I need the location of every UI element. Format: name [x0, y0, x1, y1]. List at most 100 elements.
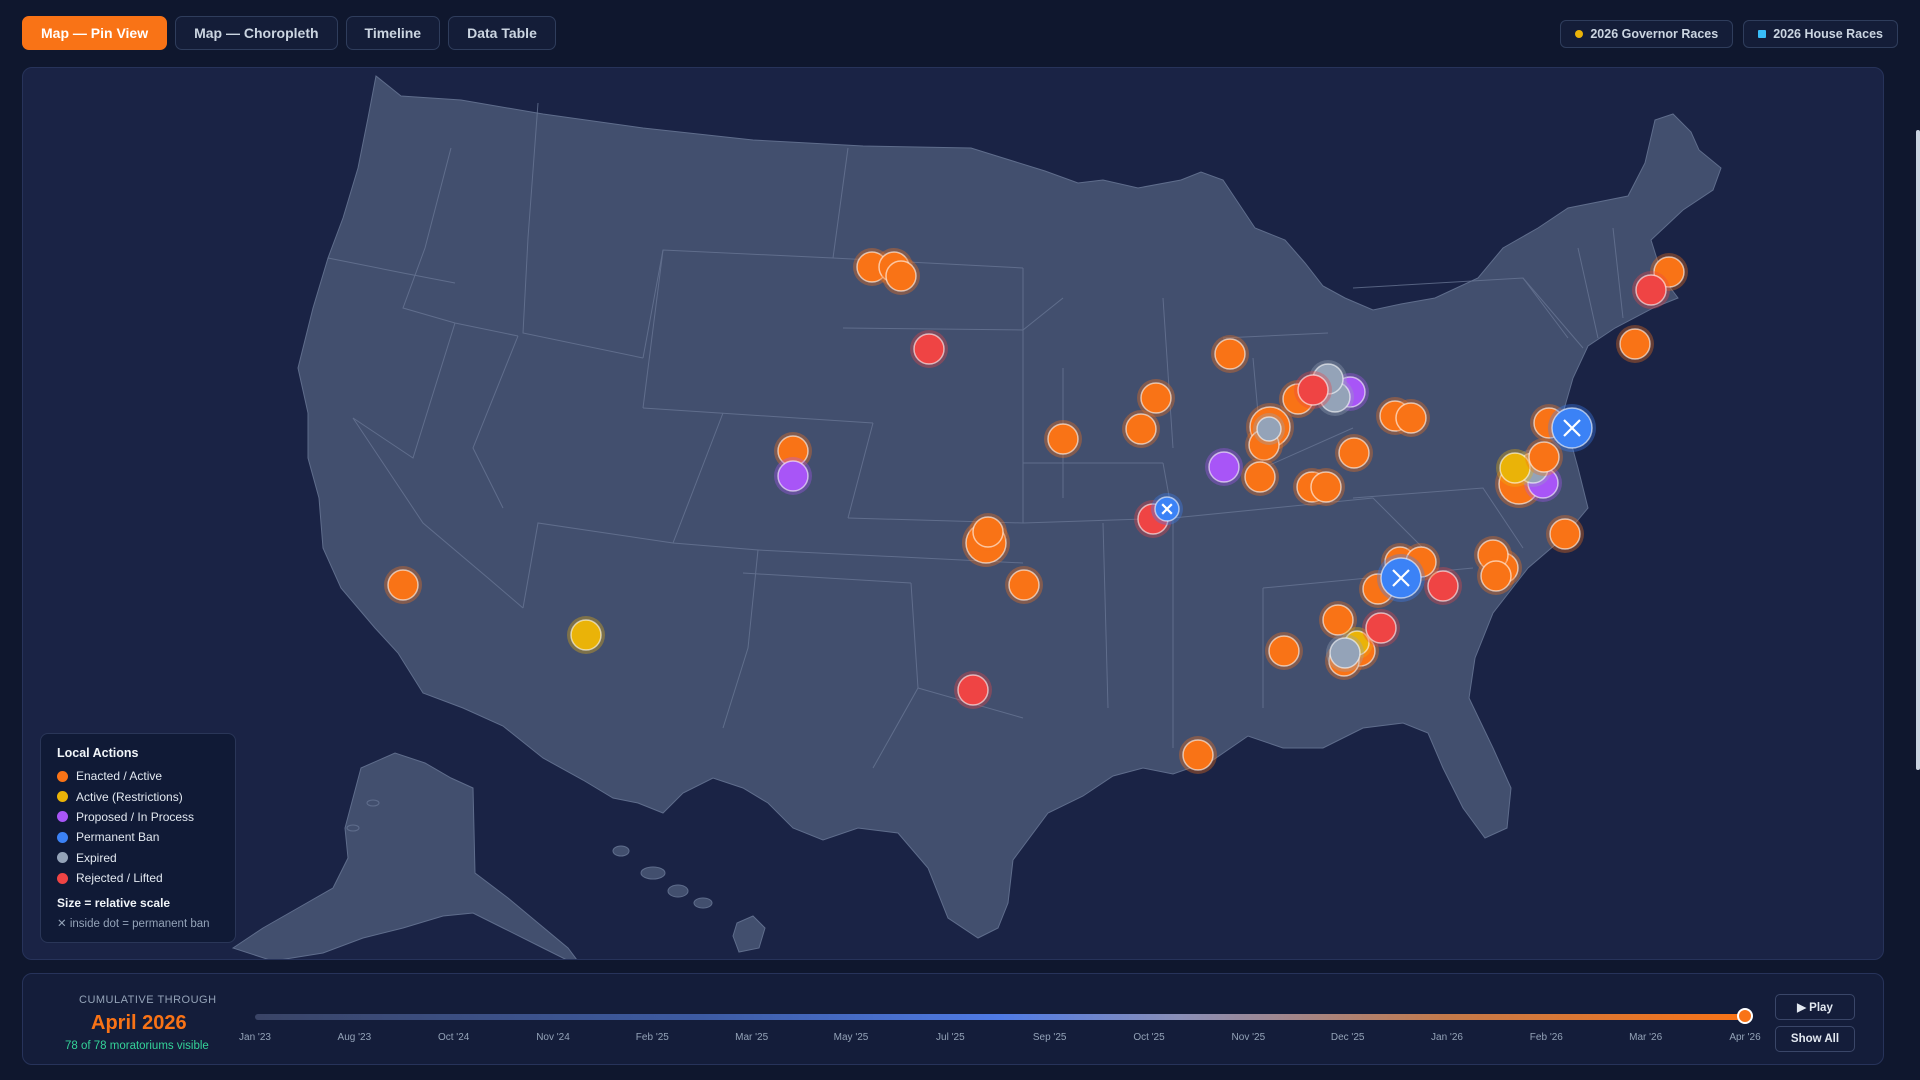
map-pin-enacted[interactable]	[1392, 399, 1430, 437]
legend-item-label: Proposed / In Process	[76, 809, 195, 824]
map-pin-rejected[interactable]	[1362, 609, 1400, 647]
legend-item-label: Expired	[76, 850, 117, 865]
permanent-ban-x-icon	[1563, 419, 1581, 437]
tab-map-choropleth[interactable]: Map — Choropleth	[175, 16, 338, 50]
permanent-ban-dot-icon	[57, 831, 68, 843]
us-map[interactable]	[23, 68, 1884, 960]
legend-item-enacted: Enacted / Active	[57, 766, 219, 786]
map-pin-rejected[interactable]	[1632, 271, 1670, 309]
timeline-ticks: Jan '23 Aug '23 Oct '24 Nov '24 Feb '25 Mar '…	[239, 1032, 1761, 1046]
map-pin-enacted[interactable]	[1005, 566, 1043, 604]
map-pin-enacted[interactable]	[1319, 601, 1357, 639]
permanent-ban-x-icon	[1161, 503, 1173, 515]
legend-item-rejected: Rejected / Lifted	[57, 868, 219, 888]
timeline-tick: Dec '25	[1330, 1032, 1365, 1043]
tab-data-table[interactable]: Data Table	[448, 16, 556, 50]
map-pin-enacted[interactable]	[1179, 736, 1217, 774]
map-pin-enacted[interactable]	[1241, 458, 1279, 496]
rejected-dot-icon	[57, 872, 68, 884]
map-panel[interactable]	[22, 67, 1884, 960]
map-pin-rejected[interactable]	[1424, 567, 1462, 605]
legend-title: Local Actions	[57, 746, 139, 760]
page-scrollbar[interactable]	[1916, 130, 1920, 770]
map-pin-dot	[1310, 471, 1342, 503]
map-pin-rejected[interactable]	[910, 330, 948, 368]
map-pin-expired[interactable]	[1253, 413, 1285, 445]
map-landmass	[231, 75, 1722, 959]
map-pin-dot	[1244, 461, 1276, 493]
map-pin-enacted[interactable]	[774, 432, 812, 470]
legend-item-proposed: Proposed / In Process	[57, 807, 219, 827]
map-pin-enacted[interactable]	[882, 257, 920, 295]
map-pin-enacted[interactable]	[1477, 557, 1515, 595]
timeline-tick: Nov '25	[1231, 1032, 1266, 1043]
timeline-tick: Jul '25	[936, 1032, 965, 1043]
map-pins[interactable]	[384, 248, 1688, 774]
map-pin-enacted[interactable]	[1335, 434, 1373, 472]
governor-races-dot-icon	[1575, 30, 1584, 38]
map-pin-dot	[1047, 423, 1079, 455]
map-pin-dot	[1338, 437, 1370, 469]
map-pin-enacted[interactable]	[1616, 325, 1654, 363]
tab-map-pin-view[interactable]: Map — Pin View	[22, 16, 168, 50]
show-all-button[interactable]: Show All	[1775, 1026, 1855, 1052]
map-pin-dot	[1125, 413, 1157, 445]
map-pin-dot	[1297, 374, 1329, 406]
legend-item-label: Active (Restrictions)	[76, 789, 183, 804]
legend-x-note: ✕ inside dot = permanent ban	[57, 918, 210, 931]
map-pin-dot	[1499, 452, 1531, 484]
map-pin-enacted[interactable]	[969, 513, 1007, 551]
map-pin-restrict[interactable]	[567, 616, 605, 654]
map-pin-dot	[777, 460, 809, 492]
map-pin-enacted[interactable]	[1265, 632, 1303, 670]
map-pin-enacted[interactable]	[1044, 420, 1082, 458]
map-pin-expired[interactable]	[1326, 634, 1364, 672]
timeline-slider[interactable]	[255, 1008, 1753, 1024]
timeline-tick: Mar '26	[1629, 1032, 1663, 1043]
map-pin-enacted[interactable]	[384, 566, 422, 604]
view-tabs: Map — Pin View Map — Choropleth Timeline…	[22, 16, 556, 50]
current-date: April 2026	[91, 1012, 187, 1034]
timeline-slider-knob[interactable]	[1737, 1008, 1753, 1024]
map-pin-dot	[387, 569, 419, 601]
toggle-house-races[interactable]: 2026 House Races	[1743, 20, 1898, 48]
tab-timeline[interactable]: Timeline	[345, 16, 441, 50]
cumulative-label: CUMULATIVE THROUGH	[79, 994, 217, 1006]
play-button[interactable]: ▶ Play	[1775, 994, 1855, 1020]
map-pin-dot	[1329, 637, 1361, 669]
map-pin-rejected[interactable]	[954, 671, 992, 709]
restrictions-dot-icon	[57, 791, 68, 803]
map-pin-enacted[interactable]	[1137, 379, 1175, 417]
map-pin-dot	[1268, 635, 1300, 667]
map-pin-proposed[interactable]	[774, 457, 812, 495]
map-pin-enacted[interactable]	[1122, 410, 1160, 448]
map-pin-ban[interactable]	[1151, 493, 1183, 525]
map-pin-dot	[1427, 570, 1459, 602]
map-pin-dot	[1214, 338, 1246, 370]
map-pin-enacted[interactable]	[1211, 335, 1249, 373]
map-pin-enacted[interactable]	[1546, 515, 1584, 553]
map-pin-dot	[1635, 274, 1667, 306]
overlay-toggles: 2026 Governor Races 2026 House Races	[1560, 20, 1898, 48]
map-pin-dot	[1528, 441, 1560, 473]
map-pin-proposed[interactable]	[1205, 448, 1243, 486]
map-pin-ban[interactable]	[1548, 404, 1596, 452]
expired-dot-icon	[57, 852, 68, 864]
map-pin-dot	[885, 260, 917, 292]
map-pin-enacted[interactable]	[1525, 438, 1563, 476]
map-pin-dot	[1549, 518, 1581, 550]
map-pin-rejected[interactable]	[1294, 371, 1332, 409]
map-pin-dot	[570, 619, 602, 651]
map-pin-dot	[1395, 402, 1427, 434]
map-pin-restrict[interactable]	[1496, 449, 1534, 487]
map-pin-enacted[interactable]	[1307, 468, 1345, 506]
map-pin-dot	[972, 516, 1004, 548]
legend-item-label: Rejected / Lifted	[76, 871, 163, 886]
house-races-square-icon	[1758, 30, 1767, 38]
map-pin-ban[interactable]	[1377, 554, 1425, 602]
map-pin-dot	[1365, 612, 1397, 644]
timeline-tick: Sep '25	[1032, 1032, 1067, 1043]
timeline-tick: Jan '23	[239, 1032, 271, 1043]
map-pin-dot	[1208, 451, 1240, 483]
toggle-governor-races[interactable]: 2026 Governor Races	[1560, 20, 1734, 48]
